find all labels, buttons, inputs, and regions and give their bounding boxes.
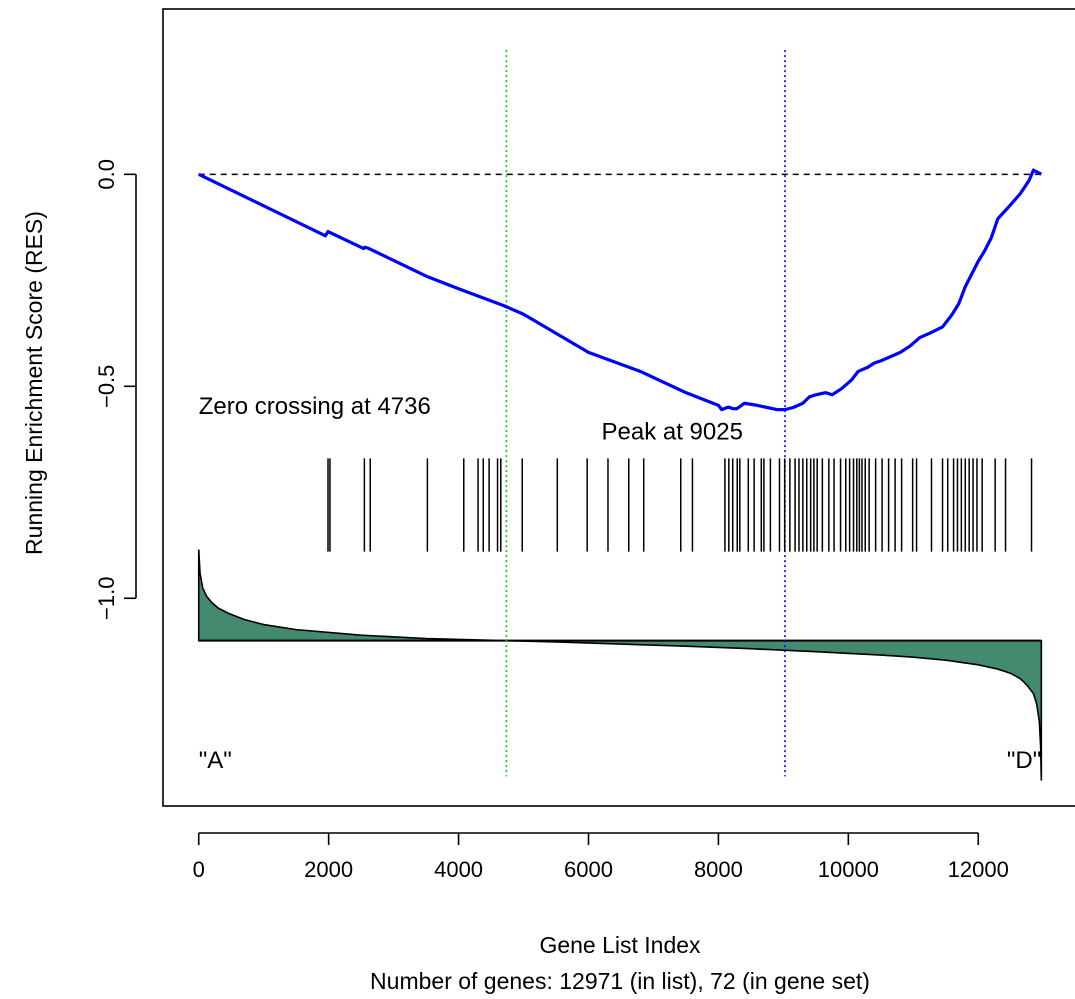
axes: 0 2000 4000 6000 8000 10000 12000 0.0 −0.5 −1.0 [94, 8, 1075, 882]
x-axis-subtitle: Number of genes: 12971 (in list), 72 (in… [370, 968, 870, 994]
x-tick-label: 2000 [304, 857, 353, 882]
y-tick-label: −0.5 [94, 365, 119, 408]
x-tick-label: 8000 [694, 857, 743, 882]
plot-area: Zero crossing at 4736 Peak at 9025 "A" "D" [197, 50, 1043, 781]
y-axis-title: Running Enrichment Score (RES) [21, 211, 47, 555]
label-a: "A" [199, 747, 232, 774]
y-tick-label: −1.0 [94, 577, 119, 620]
x-tick-label: 0 [193, 857, 205, 882]
ranked-metric-area [197, 549, 1043, 781]
label-d: "D" [1007, 747, 1041, 774]
x-tick-label: 12000 [948, 857, 1009, 882]
peak-label: Peak at 9025 [601, 418, 742, 445]
x-tick-label: 4000 [434, 857, 483, 882]
plot-frame [162, 8, 1075, 807]
x-axis-title: Gene List Index [539, 932, 701, 958]
x-tick-label: 10000 [818, 857, 879, 882]
y-tick-label: 0.0 [94, 159, 119, 190]
running-enrichment-score-line [198, 168, 1043, 412]
zero-crossing-label: Zero crossing at 4736 [199, 393, 431, 420]
x-tick-label: 6000 [564, 857, 613, 882]
